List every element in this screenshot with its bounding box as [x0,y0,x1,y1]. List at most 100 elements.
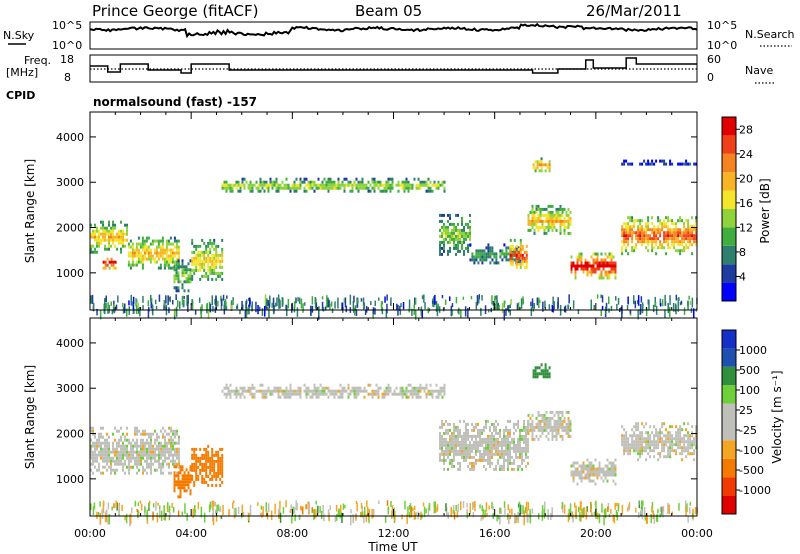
heatmap-cell [576,264,579,268]
heatmap-cell [631,219,634,223]
ground-scatter-mark [469,503,471,515]
heatmap-cell [381,395,384,399]
heatmap-cell [536,166,539,170]
heatmap-cell [592,479,595,483]
heatmap-cell [665,225,668,229]
heatmap-cell [457,449,459,453]
heatmap-cell [351,186,354,190]
heatmap-cell [551,216,554,220]
heatmap-cell [479,458,481,462]
heatmap-cell [100,444,102,448]
heatmap-cell [559,228,562,232]
heatmap-cell [237,389,240,393]
heatmap-cell [303,180,306,184]
colorbar-tick-label: -100 [739,444,764,457]
heatmap-cell [181,477,184,481]
heatmap-cell [653,449,656,453]
heatmap-cell [509,434,511,438]
heatmap-cell [445,428,447,432]
ground-scatter-mark [503,501,506,508]
heatmap-cell [641,443,644,447]
heatmap-cell [335,186,338,190]
heatmap-cell [567,410,570,414]
heatmap-cell [655,252,658,256]
heatmap-cell [313,189,316,193]
heatmap-cell [399,392,402,396]
heatmap-cell [580,479,583,483]
ground-scatter-mark [285,304,287,311]
heatmap-cell [559,416,562,420]
heatmap-cell [116,450,118,454]
heatmap-cell [481,455,483,459]
heatmap-cell [189,277,192,281]
heatmap-cell [499,464,501,468]
ground-scatter-mark [593,305,595,310]
heatmap-cell [574,273,577,277]
heatmap-cell [523,250,526,254]
heatmap-cell [649,425,652,429]
heatmap-cell [679,249,682,253]
heatmap-cell [465,437,467,441]
heatmap-cell [175,251,178,255]
heatmap-cell [679,446,682,450]
heatmap-cell [157,251,160,255]
heatmap-cell [213,471,216,475]
heatmap-cell [329,183,332,187]
ground-scatter-mark [373,508,375,516]
heatmap-cell [161,242,164,246]
ground-scatter-mark [518,501,521,513]
heatmap-cell [479,452,481,456]
heatmap-cell [477,458,479,462]
heatmap-cell [469,434,471,438]
heatmap-cell [623,434,626,438]
ground-scatter-mark [664,294,666,306]
heatmap-cell [549,213,552,217]
heatmap-cell [251,186,254,190]
heatmap-cell [134,441,136,445]
heatmap-cell [162,447,164,451]
ground-scatter-mark [634,300,637,309]
ground-scatter-mark [655,514,658,522]
heatmap-cell [305,189,308,193]
heatmap-cell [363,389,366,393]
heatmap-cell [183,486,186,490]
heatmap-cell [543,416,546,420]
heatmap-cell [653,162,656,166]
heatmap-cell [623,159,626,163]
heatmap-cell [463,443,465,447]
freq-unit-label: [MHz] [6,66,38,79]
heatmap-cell [199,462,202,466]
heatmap-cell [443,443,445,447]
heatmap-cell [159,248,162,252]
heatmap-cell [94,432,96,436]
ground-scatter-mark [169,296,171,303]
heatmap-cell [535,207,538,211]
heatmap-cell [217,474,220,478]
heatmap-cell [541,219,544,223]
heatmap-cell [104,450,106,454]
heatmap-cell [507,455,509,459]
ground-scatter-mark [539,299,541,303]
heatmap-cell [505,443,507,447]
heatmap-cell [299,186,302,190]
heatmap-cell [327,395,330,399]
heatmap-cell [501,437,503,441]
heatmap-cell [463,237,465,241]
heatmap-cell [580,464,583,468]
heatmap-cell [507,446,509,450]
heatmap-cell [96,235,98,239]
heatmap-cell [315,386,318,390]
heatmap-cell [515,256,518,260]
ground-scatter-mark [336,514,338,521]
heatmap-cell [463,449,465,453]
ground-scatter-mark [220,295,222,302]
heatmap-cell [175,248,178,252]
heatmap-cell [667,231,670,235]
heatmap-cell [120,456,122,460]
heatmap-cell [213,462,216,466]
heatmap-cell [467,243,469,247]
heatmap-cell [229,383,232,387]
ground-scatter-mark [97,512,100,516]
heatmap-cell [315,395,318,399]
heatmap-cell [126,438,128,442]
